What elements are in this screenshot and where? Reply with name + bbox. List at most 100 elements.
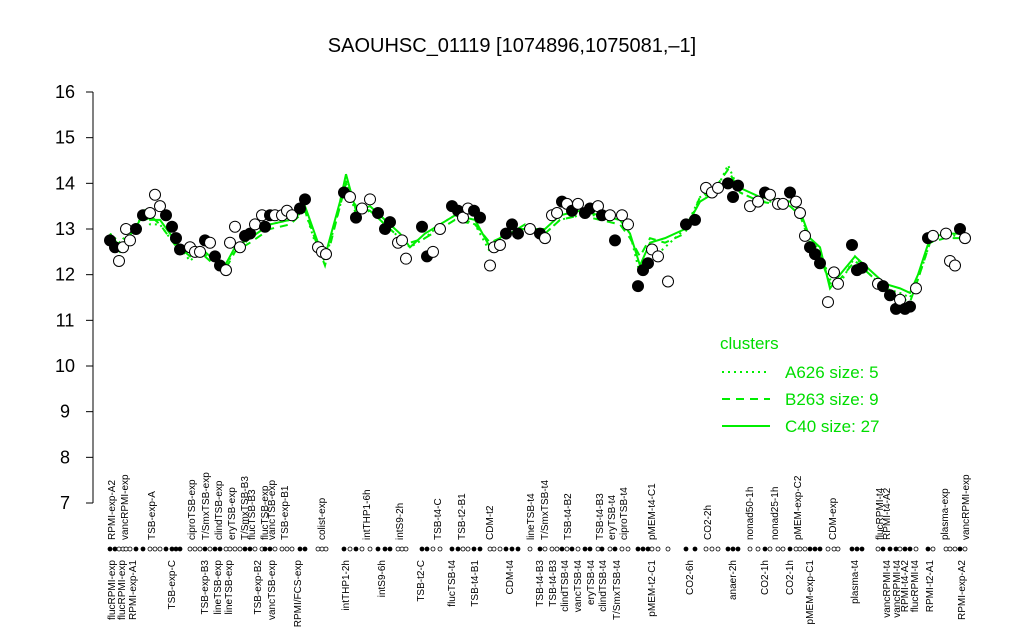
point <box>416 220 428 233</box>
point <box>494 238 506 251</box>
bottom-label: CO2-6h <box>685 560 696 595</box>
rug-dot <box>262 546 268 552</box>
bottom-label: vancTSB-t4 <box>573 560 584 613</box>
rug-dot <box>612 546 618 552</box>
legend-title: clusters <box>720 334 779 353</box>
top-label: vancTSB-exp <box>267 480 278 540</box>
bottom-label: RPMI/FCS-exp <box>293 560 304 628</box>
rug-dot <box>665 546 671 552</box>
y-tick-label: 9 <box>60 402 70 422</box>
point <box>959 232 971 245</box>
rug-dot <box>359 546 365 552</box>
rug-dot <box>460 546 466 552</box>
rug-dot <box>640 546 646 552</box>
bottom-label: RPMI-t2-A1 <box>925 560 936 613</box>
point <box>904 300 916 313</box>
rug-dot <box>802 546 808 552</box>
point <box>286 209 298 222</box>
point <box>809 248 821 261</box>
rug-dot <box>279 546 285 552</box>
rug-dot <box>825 546 831 552</box>
chart-title: SAOUHSC_01119 [1074896,1075081,–1] <box>328 35 696 57</box>
rug-dot <box>449 546 455 552</box>
rug-dot <box>197 546 203 552</box>
point <box>524 223 536 235</box>
rug-dot <box>730 546 736 552</box>
bottom-label: TSB-t2-C <box>416 560 427 602</box>
top-label: pMEM-t4-C1 <box>647 483 658 540</box>
top-label: flucRPMI-t4 <box>875 487 886 540</box>
rug-dot <box>302 546 308 552</box>
rug-dot <box>127 546 133 552</box>
point <box>113 254 125 267</box>
point <box>249 218 261 231</box>
rug-dot <box>709 546 715 552</box>
bottom-label: RPMI-exp-A1 <box>128 560 139 620</box>
point <box>434 223 446 235</box>
rug-dot <box>212 546 218 552</box>
rug-dot <box>387 546 393 552</box>
bottom-label: eryTSB-t4 <box>586 560 597 605</box>
point <box>814 257 826 270</box>
rug-dot <box>157 546 163 552</box>
top-label: intTHP1-6h <box>362 489 373 540</box>
top-label: RPMI-exp-A2 <box>107 480 118 540</box>
rug-dot <box>242 546 248 552</box>
point <box>689 213 701 226</box>
point <box>954 223 966 235</box>
rug-dot <box>395 546 401 552</box>
rug-dot <box>112 546 118 552</box>
point <box>551 207 563 220</box>
rug-dot <box>297 546 303 552</box>
rug-dot <box>619 546 625 552</box>
rug-dot <box>957 546 963 552</box>
top-label: CO2-2h <box>703 505 714 540</box>
rug-dot <box>223 546 229 552</box>
rug-dot <box>599 546 605 552</box>
rug-dot <box>315 546 321 552</box>
point <box>949 259 961 272</box>
rug-dot <box>133 546 139 552</box>
rug-dot <box>831 546 837 552</box>
rug-dot <box>237 546 243 552</box>
point <box>752 195 764 208</box>
point <box>828 266 840 279</box>
point <box>124 234 136 247</box>
rug-dot <box>703 546 709 552</box>
rug-dot <box>537 546 543 552</box>
point <box>149 188 161 201</box>
rug-dot <box>252 546 258 552</box>
rug-dot <box>775 546 781 552</box>
rug-dot <box>152 546 158 552</box>
y-tick-label: 12 <box>55 265 75 285</box>
rug-dot <box>169 546 175 552</box>
point <box>884 289 896 302</box>
point <box>764 188 776 201</box>
rug-dot <box>515 546 521 552</box>
rug-dot <box>587 546 593 552</box>
rug-dot <box>887 546 893 552</box>
rug-dot <box>399 546 405 552</box>
rug-dot <box>893 546 899 552</box>
y-tick-label: 8 <box>60 447 70 467</box>
rug-dot <box>424 546 430 552</box>
bottom-label: flucTSB-t4 <box>447 560 458 607</box>
rug-dot <box>437 546 443 552</box>
point <box>344 191 356 204</box>
rug-dot <box>202 546 208 552</box>
y-tick-label: 15 <box>55 128 75 148</box>
rug-dot <box>564 546 570 552</box>
rug-dot <box>123 546 129 552</box>
rug-dot <box>549 546 555 552</box>
point <box>244 227 256 240</box>
top-label: CDM-exp <box>828 497 839 540</box>
rug-dot <box>347 546 353 552</box>
rug-dot <box>755 546 761 552</box>
top-label: flucTSB-B3 <box>247 489 258 540</box>
point <box>120 223 132 235</box>
point <box>229 220 241 233</box>
rug-dot <box>952 546 958 552</box>
bottom-label: clindTSB-t4 <box>560 560 571 612</box>
point <box>512 227 524 240</box>
point <box>294 202 306 215</box>
